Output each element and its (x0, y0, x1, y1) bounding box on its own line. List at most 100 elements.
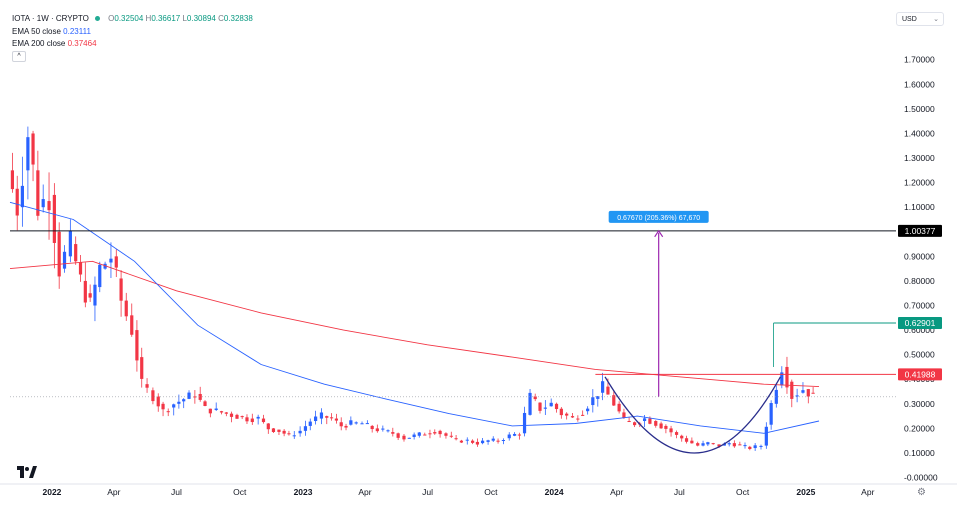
legend-ema50-row[interactable]: EMA 50 close 0.23111 (12, 26, 91, 37)
candle-body (140, 357, 144, 379)
ema200-value: 0.37464 (67, 39, 97, 48)
candle-body (88, 293, 92, 298)
candle-body (396, 433, 400, 438)
candle-body (52, 194, 56, 243)
candle-body (538, 402, 542, 411)
candle-body (313, 416, 318, 422)
x-tick-label: 2023 (294, 487, 313, 497)
candle-body (319, 412, 324, 419)
candle-body (717, 444, 721, 447)
market-status-icon (94, 16, 100, 22)
candle-body (684, 438, 689, 442)
x-tick-label: 2024 (545, 487, 564, 497)
candle-body (554, 403, 559, 410)
candle-body (423, 434, 427, 436)
candle-body (706, 442, 710, 445)
y-tick-label: 0.50000 (904, 350, 935, 360)
candle-body (785, 366, 789, 388)
candle-body (475, 441, 480, 445)
candle-body (240, 416, 244, 418)
x-tick-label: Jul (171, 487, 182, 497)
candle-body (491, 438, 495, 441)
candle-body (727, 443, 731, 445)
candle-body (250, 418, 254, 423)
candle-body (36, 170, 40, 216)
candle-body (119, 278, 123, 301)
candles-group (10, 126, 815, 451)
candle-body (576, 418, 580, 420)
measure-label-badge: 0.67670 (205.36%) 67,670 (608, 210, 709, 223)
price-label-text: 1.00377 (905, 226, 936, 236)
currency-label: USD (902, 16, 917, 23)
legend-collapse-button[interactable]: ^ (12, 51, 26, 62)
measure-label-text: 0.67670 (205.36%) 67,670 (617, 215, 700, 222)
candle-body (664, 425, 668, 429)
candle-body (601, 381, 605, 393)
candle-body (166, 411, 170, 413)
y-tick-label: 0.80000 (904, 276, 935, 286)
legend-ema200-row[interactable]: EMA 200 close 0.37464 (12, 38, 97, 49)
x-tick-label: Oct (233, 487, 247, 497)
ema200-line (9, 260, 820, 388)
candle-body (193, 396, 197, 398)
candle-body (581, 414, 585, 416)
x-tick-label: 2025 (796, 487, 815, 497)
candle-body (114, 256, 118, 268)
candle-body (471, 440, 475, 443)
candle-body (412, 434, 416, 437)
candle-body (224, 412, 228, 414)
y-tick-label: 0.60000 (904, 325, 935, 335)
candle-body (617, 403, 621, 412)
candle-body (329, 417, 334, 419)
candle-body (124, 300, 128, 317)
ema50-line (9, 201, 820, 434)
candle-body (591, 397, 595, 406)
candle-body (74, 244, 78, 262)
currency-selector[interactable]: USD ⌄ (896, 12, 944, 26)
candle-body (98, 264, 102, 288)
candle-body (151, 390, 155, 402)
candle-body (208, 408, 212, 414)
settings-gear-icon[interactable]: ⚙ (917, 487, 926, 498)
candle-body (759, 445, 763, 447)
legend-symbol-row: IOTA · 1W · CRYPTO O0.32504 H0.36617 L0.… (12, 13, 253, 24)
candle-body (790, 381, 794, 399)
candle-body (156, 396, 160, 407)
ohlc-values: O0.32504 H0.36617 L0.30894 C0.32838 (106, 14, 253, 23)
candle-body (680, 435, 684, 439)
candle-body (543, 407, 547, 409)
ohlc-low-value: 0.30894 (186, 14, 216, 23)
measure-label-bg (608, 210, 709, 223)
x-tick-label: Jul (674, 487, 685, 497)
y-tick-label: 1.60000 (904, 79, 935, 89)
candle-body (229, 413, 234, 417)
candle-body (648, 418, 652, 424)
candle-body (549, 402, 553, 407)
candle-body (642, 418, 647, 422)
candle-body (266, 423, 270, 430)
candle-body (41, 199, 45, 208)
candle-body (172, 404, 176, 408)
candle-body (68, 230, 72, 257)
candle-body (501, 439, 505, 441)
candle-body (606, 386, 610, 395)
candle-body (743, 445, 747, 447)
candle-body (570, 416, 575, 418)
candle-body (261, 418, 266, 423)
candle-body (444, 433, 448, 436)
candle-body (339, 422, 343, 427)
candle-body (612, 395, 616, 406)
candle-body (354, 422, 358, 424)
candle-body (496, 440, 500, 442)
candle-body (214, 408, 218, 410)
x-tick-label: Apr (610, 487, 623, 497)
symbol-label[interactable]: IOTA · 1W · CRYPTO (12, 14, 89, 23)
candle-body (507, 434, 511, 439)
candle-body (277, 429, 281, 432)
y-tick-label: 1.10000 (904, 202, 935, 212)
candle-body (271, 428, 276, 433)
candle-body (486, 440, 490, 442)
candle-body (303, 426, 308, 431)
candle-body (103, 263, 107, 269)
